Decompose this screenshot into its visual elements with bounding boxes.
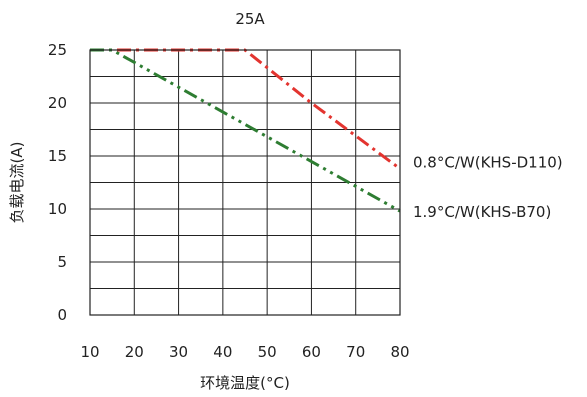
x-tick-label: 40 (213, 343, 232, 361)
x-axis-label: 环境温度(°C) (200, 374, 290, 392)
x-tick-label: 70 (346, 343, 365, 361)
x-tick-labels: 10 20 30 40 50 60 70 80 (80, 343, 409, 361)
series-label-2: 1.9°C/W(KHS-B70) (413, 203, 551, 221)
x-tick-label: 80 (390, 343, 409, 361)
series-labels: 0.8°C/W(KHS-D110) 1.9°C/W(KHS-B70) (413, 154, 563, 221)
grid (89, 49, 401, 316)
y-tick-label: 0 (57, 306, 67, 324)
x-tick-label: 10 (80, 343, 99, 361)
chart-title: 25A (235, 10, 265, 28)
x-tick-label: 30 (169, 343, 188, 361)
y-axis-label: 负载电流(A) (8, 142, 26, 224)
y-tick-label: 5 (57, 253, 67, 271)
x-tick-label: 20 (125, 343, 144, 361)
y-tick-label: 25 (48, 41, 67, 59)
y-tick-label: 15 (48, 147, 67, 165)
series-label-1: 0.8°C/W(KHS-D110) (413, 154, 563, 172)
x-tick-label: 50 (258, 343, 277, 361)
x-tick-label: 60 (302, 343, 321, 361)
y-tick-label: 20 (48, 94, 67, 112)
series-line-2 (90, 48, 401, 213)
series-line-1 (90, 48, 401, 170)
series-lines (90, 48, 401, 213)
y-tick-label: 10 (48, 200, 67, 218)
y-tick-labels: 0 5 10 15 20 25 (48, 41, 67, 324)
plot-frame (89, 49, 401, 316)
